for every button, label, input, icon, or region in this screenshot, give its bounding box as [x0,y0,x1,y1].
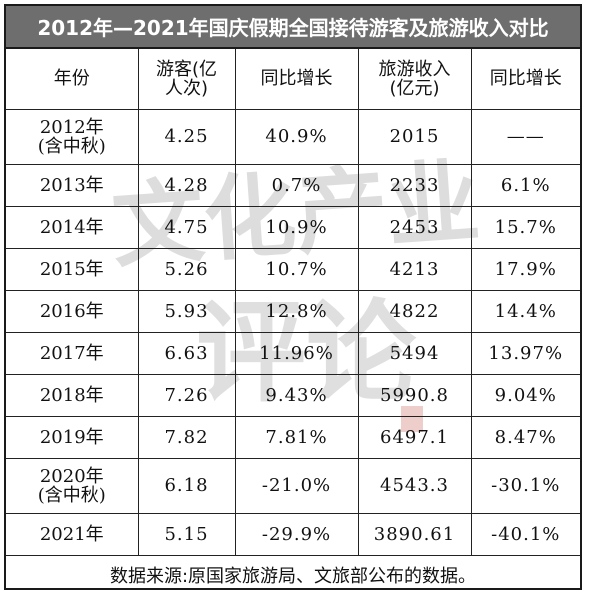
tourists-cell: 7.26 [137,373,236,417]
revenue-cell: 6497.1 [357,415,472,459]
table-title: 2012年—2021年国庆假期全国接待游客及旅游收入对比 [6,6,580,49]
year-cell: 2017年 [6,331,139,375]
tourists-cell: 4.75 [137,205,236,249]
source-footnote: 数据来源:原国家旅游局、文旅部公布的数据。 [6,554,580,588]
tourists-yoy-cell: -21.0% [234,457,359,514]
revenue-cell: 2233 [357,163,472,207]
revenue-yoy-cell: -30.1% [470,457,580,514]
revenue-cell: 2453 [357,205,472,249]
year-cell: 2016年 [6,289,139,333]
year-label: 2012年 [39,116,104,138]
year-cell: 2015年 [6,247,139,291]
table-frame: 2012年—2021年国庆假期全国接待游客及旅游收入对比 文化产业 评论 年份 … [4,4,582,590]
tourists-cell: 6.18 [137,457,236,514]
tourists-yoy-cell: 0.7% [234,163,359,207]
revenue-cell: 3890.61 [357,512,472,556]
year-label: 2020年 [39,465,104,487]
table-row: 2020年 (含中秋) 6.18 -21.0% 4543.3 -30.1% [6,457,580,514]
table-row: 2019年 7.82 7.81% 6497.1 8.47% [6,415,580,459]
table-row: 2016年 5.93 12.8% 4822 14.4% [6,289,580,333]
header-tourists-yoy: 同比增长 [234,49,359,110]
tourists-yoy-cell: -29.9% [234,512,359,556]
revenue-yoy-cell: 13.97% [470,331,580,375]
revenue-yoy-cell: -40.1% [470,512,580,556]
tourists-cell: 4.28 [137,163,236,207]
year-note: (含中秋) [37,135,106,157]
year-cell: 2021年 [6,512,139,556]
header-revenue-line2: (亿元) [389,77,440,99]
revenue-yoy-cell: 14.4% [470,289,580,333]
tourists-cell: 6.63 [137,331,236,375]
tourists-yoy-cell: 10.7% [234,247,359,291]
tourists-yoy-cell: 9.43% [234,373,359,417]
year-cell: 2013年 [6,163,139,207]
header-tourists-line2: 人次) [164,77,209,99]
header-revenue: 旅游收入 (亿元) [357,49,472,110]
table-row: 2012年 (含中秋) 4.25 40.9% 2015 —— [6,108,580,165]
revenue-cell: 5990.8 [357,373,472,417]
revenue-yoy-cell: 17.9% [470,247,580,291]
table-row: 2013年 4.28 0.7% 2233 6.1% [6,163,580,207]
header-revenue-line1: 旅游收入 [378,58,451,80]
tourists-cell: 4.25 [137,108,236,165]
revenue-yoy-cell: 8.47% [470,415,580,459]
header-tourists-line1: 游客(亿 [155,58,218,80]
table-row: 2017年 6.63 11.96% 5494 13.97% [6,331,580,375]
header-row: 年份 游客(亿 人次) 同比增长 旅游收入 (亿元) 同比增长 [6,49,580,110]
revenue-cell: 5494 [357,331,472,375]
table-row: 2014年 4.75 10.9% 2453 15.7% [6,205,580,249]
year-cell: 2019年 [6,415,139,459]
tourists-yoy-cell: 40.9% [234,108,359,165]
table-row: 2018年 7.26 9.43% 5990.8 9.04% [6,373,580,417]
table-row-highlighted: 2015年 5.26 10.7% 4213 17.9% [6,247,580,291]
revenue-yoy-cell: 9.04% [470,373,580,417]
footnote-row: 数据来源:原国家旅游局、文旅部公布的数据。 [6,554,580,588]
header-revenue-yoy: 同比增长 [470,49,580,110]
revenue-yoy-cell: —— [470,108,580,165]
year-note: (含中秋) [37,484,106,506]
year-cell: 2012年 (含中秋) [6,108,139,165]
tourists-yoy-cell: 7.81% [234,415,359,459]
revenue-cell: 4543.3 [357,457,472,514]
revenue-cell: 2015 [357,108,472,165]
tourists-cell: 5.15 [137,512,236,556]
revenue-cell: 4213 [357,247,472,291]
header-tourists: 游客(亿 人次) [137,49,236,110]
tourists-cell: 5.93 [137,289,236,333]
tourists-cell: 5.26 [137,247,236,291]
year-cell: 2018年 [6,373,139,417]
year-cell: 2020年 (含中秋) [6,457,139,514]
tourists-yoy-cell: 11.96% [234,331,359,375]
table-row-highlighted: 2021年 5.15 -29.9% 3890.61 -40.1% [6,512,580,556]
header-year: 年份 [6,49,139,110]
revenue-yoy-cell: 15.7% [470,205,580,249]
year-cell: 2014年 [6,205,139,249]
tourists-cell: 7.82 [137,415,236,459]
tourists-yoy-cell: 10.9% [234,205,359,249]
tourism-table: 年份 游客(亿 人次) 同比增长 旅游收入 (亿元) 同比增长 2012年 (含… [6,49,580,588]
tourists-yoy-cell: 12.8% [234,289,359,333]
revenue-cell: 4822 [357,289,472,333]
revenue-yoy-cell: 6.1% [470,163,580,207]
